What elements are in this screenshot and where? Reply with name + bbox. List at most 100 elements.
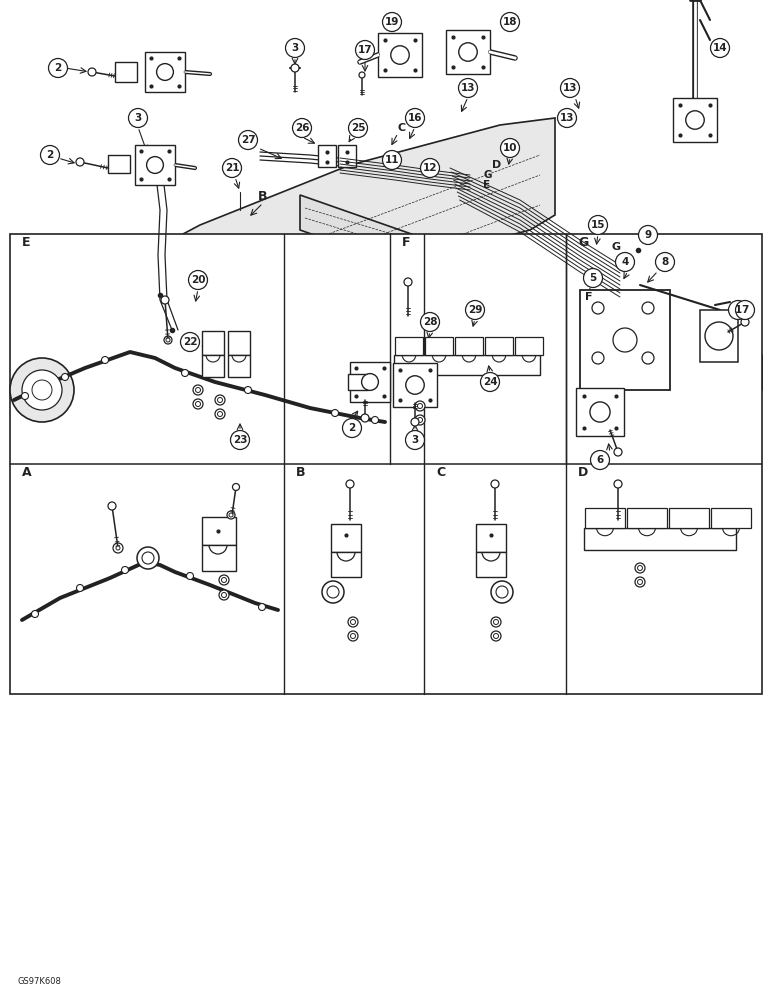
Circle shape [560, 79, 580, 98]
Circle shape [348, 631, 358, 641]
Circle shape [49, 58, 67, 78]
Circle shape [592, 352, 604, 364]
Text: 12: 12 [423, 163, 437, 173]
Circle shape [348, 617, 358, 627]
Circle shape [371, 416, 378, 424]
Circle shape [227, 511, 235, 519]
Text: 15: 15 [591, 220, 605, 230]
Circle shape [359, 72, 365, 78]
Bar [202, 545, 236, 571]
Text: 17: 17 [357, 45, 372, 55]
Text: 23: 23 [232, 435, 247, 445]
Bar [455, 337, 483, 355]
Circle shape [350, 634, 355, 639]
Text: G: G [578, 236, 588, 249]
Bar [515, 337, 543, 355]
Circle shape [222, 578, 226, 582]
Text: 11: 11 [384, 155, 399, 165]
Text: D: D [578, 466, 588, 479]
Text: 3: 3 [134, 113, 141, 123]
Circle shape [331, 410, 338, 416]
Text: 2: 2 [348, 423, 356, 433]
Circle shape [166, 338, 170, 342]
Circle shape [382, 150, 401, 169]
Circle shape [164, 336, 172, 344]
Text: 13: 13 [560, 113, 574, 123]
Circle shape [418, 418, 422, 422]
Circle shape [500, 138, 520, 157]
Bar [576, 388, 624, 436]
Circle shape [137, 547, 159, 569]
Bar [331, 552, 361, 577]
Circle shape [128, 108, 147, 127]
Circle shape [161, 296, 169, 304]
Text: 4: 4 [621, 257, 628, 267]
Text: 14: 14 [713, 43, 727, 53]
Circle shape [88, 68, 96, 76]
Circle shape [76, 158, 84, 166]
Circle shape [62, 373, 69, 380]
Text: 18: 18 [503, 17, 517, 27]
Circle shape [421, 158, 439, 178]
Circle shape [642, 302, 654, 314]
Text: 1: 1 [734, 305, 742, 315]
Text: C: C [436, 466, 445, 479]
Bar [348, 374, 368, 390]
Circle shape [181, 369, 188, 376]
Circle shape [391, 46, 409, 64]
Circle shape [32, 610, 39, 617]
Bar [202, 355, 224, 377]
Bar [228, 355, 250, 377]
Text: E: E [483, 180, 490, 190]
Circle shape [493, 634, 499, 639]
Circle shape [491, 581, 513, 603]
Circle shape [590, 402, 610, 422]
Text: 29: 29 [468, 305, 482, 315]
Text: 25: 25 [350, 123, 365, 133]
Circle shape [327, 586, 339, 598]
Circle shape [293, 118, 311, 137]
Polygon shape [300, 195, 762, 390]
Text: 2: 2 [54, 63, 62, 73]
Circle shape [231, 430, 249, 450]
Bar [476, 552, 506, 577]
Text: GS97K608: GS97K608 [18, 977, 62, 986]
Bar [350, 362, 390, 402]
Circle shape [343, 418, 361, 438]
Circle shape [232, 484, 239, 490]
Text: 2: 2 [46, 150, 53, 160]
Text: 28: 28 [423, 317, 437, 327]
Text: 9: 9 [645, 230, 652, 240]
Text: 8: 8 [662, 257, 669, 267]
Circle shape [346, 480, 354, 488]
Circle shape [729, 300, 747, 320]
Text: 27: 27 [241, 135, 256, 145]
Circle shape [157, 64, 174, 80]
Bar [202, 517, 236, 545]
Circle shape [557, 108, 577, 127]
Circle shape [638, 566, 642, 570]
Circle shape [635, 577, 645, 587]
Circle shape [259, 603, 266, 610]
Circle shape [614, 448, 622, 456]
Bar [393, 363, 437, 407]
Bar [394, 355, 540, 375]
Bar [669, 508, 709, 528]
Bar [202, 331, 224, 355]
Circle shape [121, 566, 128, 574]
Bar [135, 145, 175, 185]
Bar [700, 310, 738, 362]
Bar [395, 337, 423, 355]
Bar [318, 145, 336, 167]
Circle shape [418, 403, 422, 408]
Circle shape [222, 158, 242, 178]
Circle shape [613, 328, 637, 352]
Text: E: E [22, 236, 31, 249]
Circle shape [215, 409, 225, 419]
Circle shape [406, 376, 425, 394]
Circle shape [10, 358, 74, 422]
Circle shape [382, 12, 401, 31]
Circle shape [187, 572, 194, 580]
Circle shape [188, 270, 208, 290]
Circle shape [614, 480, 622, 488]
